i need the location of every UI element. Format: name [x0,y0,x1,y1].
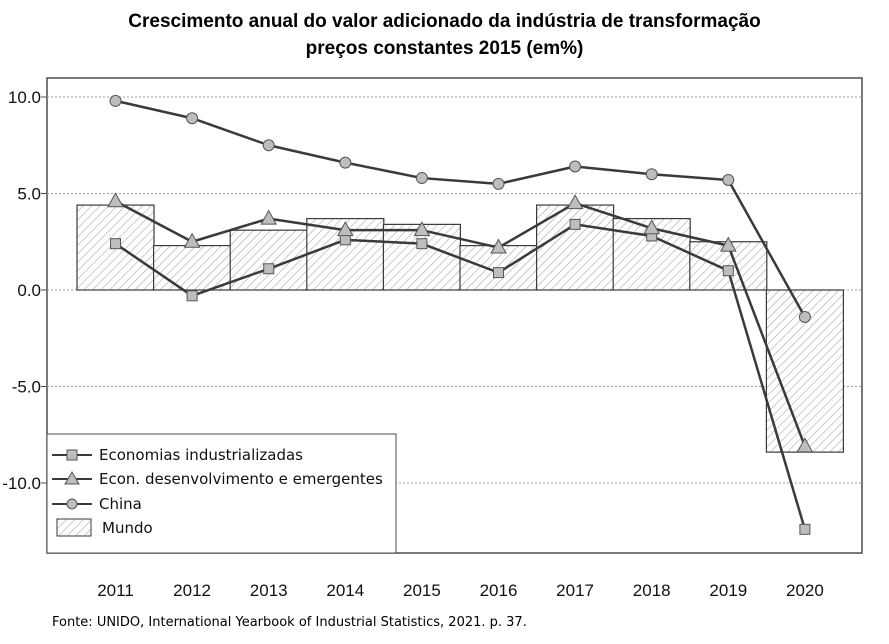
legend-swatch-mundo [56,518,92,537]
point-circle [339,156,352,169]
point-square [569,218,581,230]
legend-marker-square [66,449,78,461]
x-tick-label: 2015 [403,581,441,600]
point-triangle [719,236,737,252]
series-lines [114,99,807,530]
point-circle [569,160,582,173]
point-triangle [107,192,124,208]
y-tick-label: 0.0 [17,281,41,300]
point-square [493,267,504,279]
y-tick-label: -5.0 [12,378,41,397]
x-axis: 2011 2012 2013 2014 2015 2016 2017 2018 2019 2020 [97,581,824,600]
point-square [416,238,428,250]
plot-frame [46,77,863,554]
point-square [722,265,734,277]
x-tick-label: 2013 [250,581,288,600]
y-tick-label: 10.0 [8,88,41,107]
x-tick-label: 2020 [786,581,824,600]
legend-label: Mundo [102,519,153,537]
x-tick-label: 2017 [556,581,594,600]
chart-title-line-1: Crescimento anual do valor adicionado da… [128,11,761,32]
legend: Economias industrializadas Econ. desenvol… [46,433,397,554]
point-circle [186,112,199,125]
chart-title-line-2: preços constantes 2015 (em%) [305,38,584,59]
point-circle [262,139,275,152]
point-triangle [413,221,431,237]
point-triangle [260,209,278,225]
point-circle [415,172,428,185]
legend-box [46,433,397,554]
point-triangle [796,437,814,453]
legend-label: China [99,495,142,513]
line-circle [115,99,806,318]
legend-marker-triangle [64,471,80,485]
legend-label: Econ. desenvolvimento e emergentes [99,470,383,488]
point-circle [722,173,735,186]
point-square [186,290,198,302]
x-tick-label: 2012 [173,581,211,600]
point-triangle [183,232,201,248]
point-triangle [643,219,661,235]
x-tick-label: 2016 [480,581,518,600]
line-triangle [114,200,807,447]
y-tick-label: 5.0 [17,185,41,204]
point-circle [645,168,658,181]
y-axis: 10.0 5.0 0.0 -5.0 -10.0 [2,88,47,493]
point-triangle [566,194,584,210]
y-tick-label: -10.0 [2,474,41,493]
x-tick-label: 2014 [326,581,364,600]
point-circle [798,311,811,324]
point-square [799,523,811,535]
chart-title: Crescimento anual do valor adicionado da… [0,8,889,62]
legend-label: Economias industrializadas [99,446,303,464]
legend-marker-circle [66,498,78,510]
bar-mundo [229,229,308,291]
x-tick-label: 2011 [97,581,134,600]
point-square [263,263,275,275]
point-circle [109,94,122,107]
x-tick-label: 2019 [709,581,747,600]
bar-mundo [153,245,232,291]
point-triangle [490,238,507,254]
line-square [114,223,807,530]
point-circle [492,177,505,190]
source-note: Fonte: UNIDO, International Yearbook of … [52,615,527,630]
series-markers [107,94,814,535]
x-tick-label: 2018 [633,581,671,600]
point-triangle [336,221,354,237]
point-square [339,234,351,246]
point-square [110,238,121,250]
